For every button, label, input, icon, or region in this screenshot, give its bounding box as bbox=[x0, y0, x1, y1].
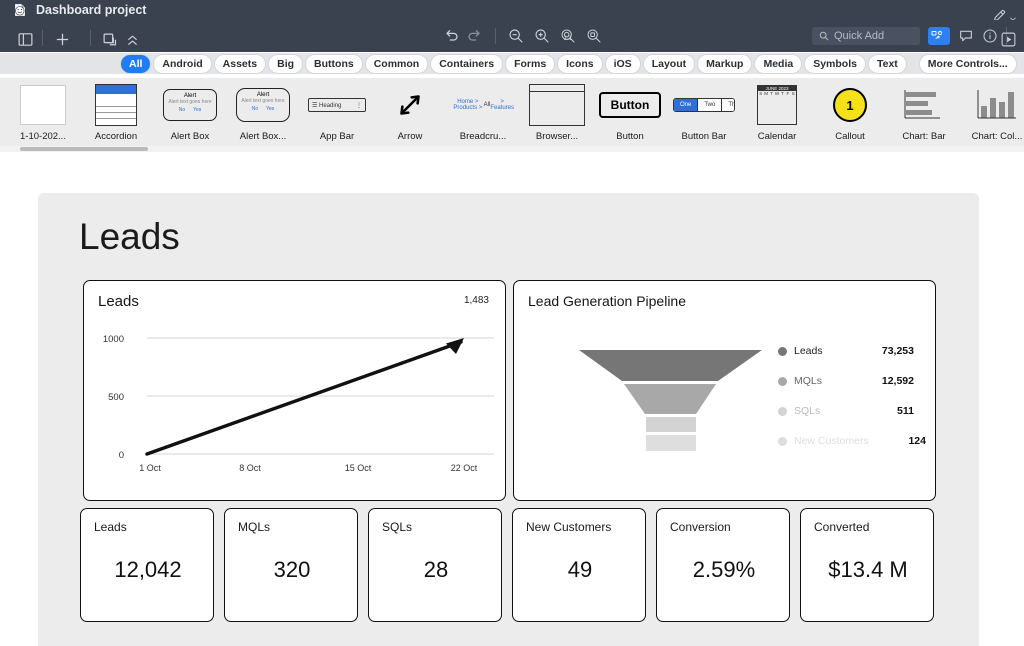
svg-text:15 Oct: 15 Oct bbox=[345, 463, 372, 473]
svg-text:1000: 1000 bbox=[103, 334, 124, 345]
svg-text:8 Oct: 8 Oct bbox=[239, 463, 261, 473]
svg-text:1 Oct: 1 Oct bbox=[139, 463, 161, 473]
svg-text:500: 500 bbox=[108, 392, 124, 403]
svg-text:0: 0 bbox=[119, 450, 124, 461]
svg-text:22 Oct: 22 Oct bbox=[451, 463, 478, 473]
